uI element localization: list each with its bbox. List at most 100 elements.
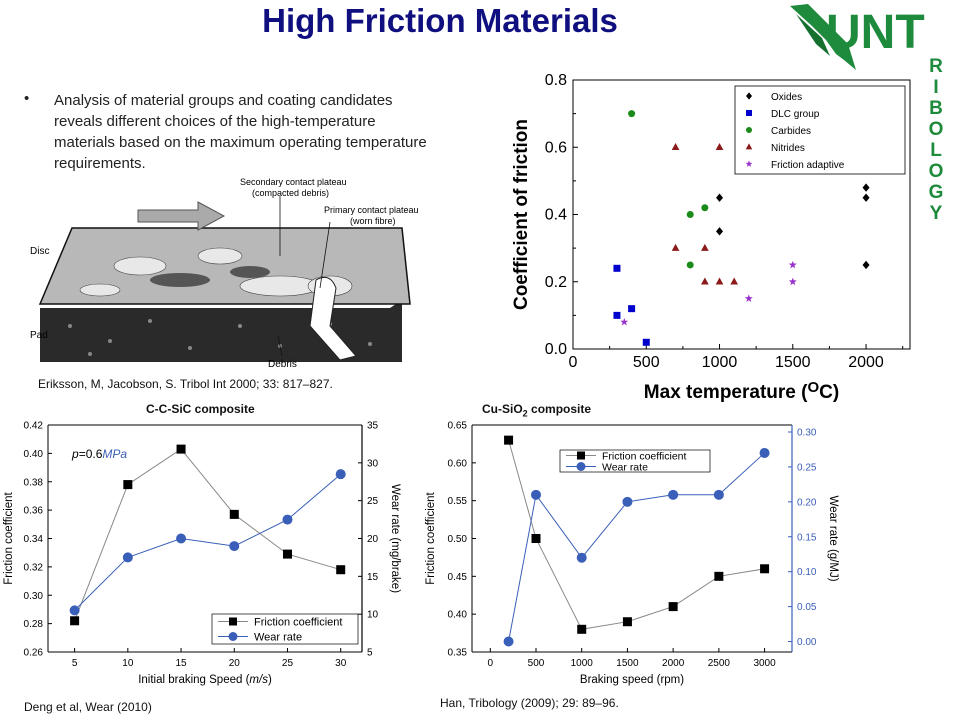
friction-vs-temperature-chart: 0 500 1000 1500 2000 0.0 0.2 0.4 0.6 0.8 Max tempe… [511,72,911,403]
data-point-wear-rate [713,489,724,500]
data-point-dlc-group [613,311,621,319]
legend-label: Wear rate [602,462,648,474]
data-point-friction-coefficient [282,549,292,559]
data-point-wear-rate [69,605,80,616]
legend-label: Wear rate [254,632,302,644]
data-point-wear-rate [503,636,514,647]
y2-tick-label: 0.10 [797,567,817,578]
y-tick-label: 0.65 [448,421,468,432]
data-point-nitrides [715,277,724,285]
label-primary-plateau: Primary contact plateau (worn fibre) [324,205,419,226]
y2-axis-label: Wear rate (g/MJ) [827,495,839,581]
data-point-oxides [862,260,870,270]
x-tick-label: 1500 [775,354,811,371]
data-point-oxides [862,183,870,192]
data-point-nitrides [671,143,680,151]
data-point-friction-coefficient [123,480,133,490]
legend-label: Nitrides [771,143,805,154]
unt-logo-text: UNT [826,6,925,59]
data-point-nitrides [701,277,709,285]
data-point-nitrides [671,243,680,251]
x-tick-label: 500 [528,658,545,669]
sliding-direction-arrow [137,201,226,231]
data-point-friction-coefficient [577,624,587,634]
legend-marker [229,617,237,626]
y-tick-label: 0.35 [448,648,468,659]
data-point-oxides [716,227,724,236]
data-point-carbides [628,110,636,118]
y-tick-label: 0.34 [24,534,44,545]
disc-pad-schematic: Secondary contact plateau (compacted debr… [30,177,419,370]
eagle-icon [790,4,856,70]
data-point-friction-coefficient [714,571,724,581]
y-tick-label: 0.4 [545,207,567,224]
y2-tick-label: 15 [367,572,379,583]
data-point-friction-coefficient [70,616,80,626]
cusio2-title: Cu-SiO2 composite [482,402,592,419]
y2-tick-label: 10 [367,610,379,621]
x-tick-label: 1500 [616,658,639,669]
data-point-wear-rate [176,533,187,544]
y2-axis-label: Wear rate (mg/brake) [389,484,401,593]
logo-letter: R [929,56,943,77]
label-debris: Debris [268,359,297,370]
data-point-friction-adaptive [744,294,753,302]
y2-tick-label: 0.20 [797,497,817,508]
data-point-friction-coefficient [504,435,514,445]
slide-title: High Friction Materials [262,2,618,39]
y-tick-label: 0.32 [24,562,44,573]
y2-tick-label: 0.25 [797,462,817,473]
data-point-friction-coefficient [668,602,678,612]
y-tick-label: 0.8 [545,72,567,89]
x-tick-label: 500 [633,354,660,371]
pressure-annotation: p=0.6MPa [71,447,127,461]
y-tick-label: 0.40 [448,610,468,621]
series-line-wear-rate [508,452,765,642]
x-tick-label: 0 [488,658,494,669]
x-tick-label: 0 [569,354,578,371]
x-tick-label: 5 [72,658,78,669]
series-line-wear-rate [74,473,342,611]
data-point-wear-rate [122,552,133,563]
legend-label: DLC group [771,109,820,120]
data-point-dlc-group [628,305,636,313]
data-point-dlc-group [613,264,621,272]
legend-box [559,449,711,473]
y-tick-label: 0.28 [24,619,44,630]
legend-box [734,85,906,175]
y-tick-label: 0.40 [24,449,44,460]
series-line-friction-coefficient [74,448,341,621]
data-point-oxides [862,193,870,202]
x-tick-label: 30 [335,658,347,669]
legend-marker [746,110,752,116]
y2-tick-label: 0.00 [797,637,817,648]
x-tick-label: 15 [175,658,187,669]
data-point-friction-coefficient [229,509,239,519]
data-point-wear-rate [229,541,240,552]
x-tick-label: 2500 [708,658,731,669]
x-tick-label: 1000 [571,658,594,669]
citation-eriksson: Eriksson, M, Jacobson, S. Tribol Int 200… [38,377,333,391]
y2-tick-label: 0.30 [797,427,817,438]
y-axis-label: Coefficient of friction [511,119,532,310]
data-point-oxides [716,193,724,202]
data-point-dlc-group [642,338,650,346]
data-point-carbides [686,261,694,269]
legend-label: Oxides [771,92,802,103]
x-tick-label: 2000 [848,354,884,371]
y-tick-label: 0.38 [24,477,44,488]
y-axis-label: Friction coefficient [3,491,15,584]
data-point-friction-coefficient [176,444,186,454]
x-axis-label: Max temperature (OC) [644,379,839,403]
y-axis-label: Friction coefficient [425,491,437,584]
legend-label: Carbides [771,126,811,137]
y-tick-label: 0.60 [448,458,468,469]
data-point-friction-coefficient [531,534,541,543]
y-tick-label: 0.50 [448,534,468,545]
x-tick-label: 20 [229,658,241,669]
data-point-wear-rate [668,489,679,500]
y-tick-label: 0.36 [24,506,44,517]
legend-marker [576,462,586,471]
